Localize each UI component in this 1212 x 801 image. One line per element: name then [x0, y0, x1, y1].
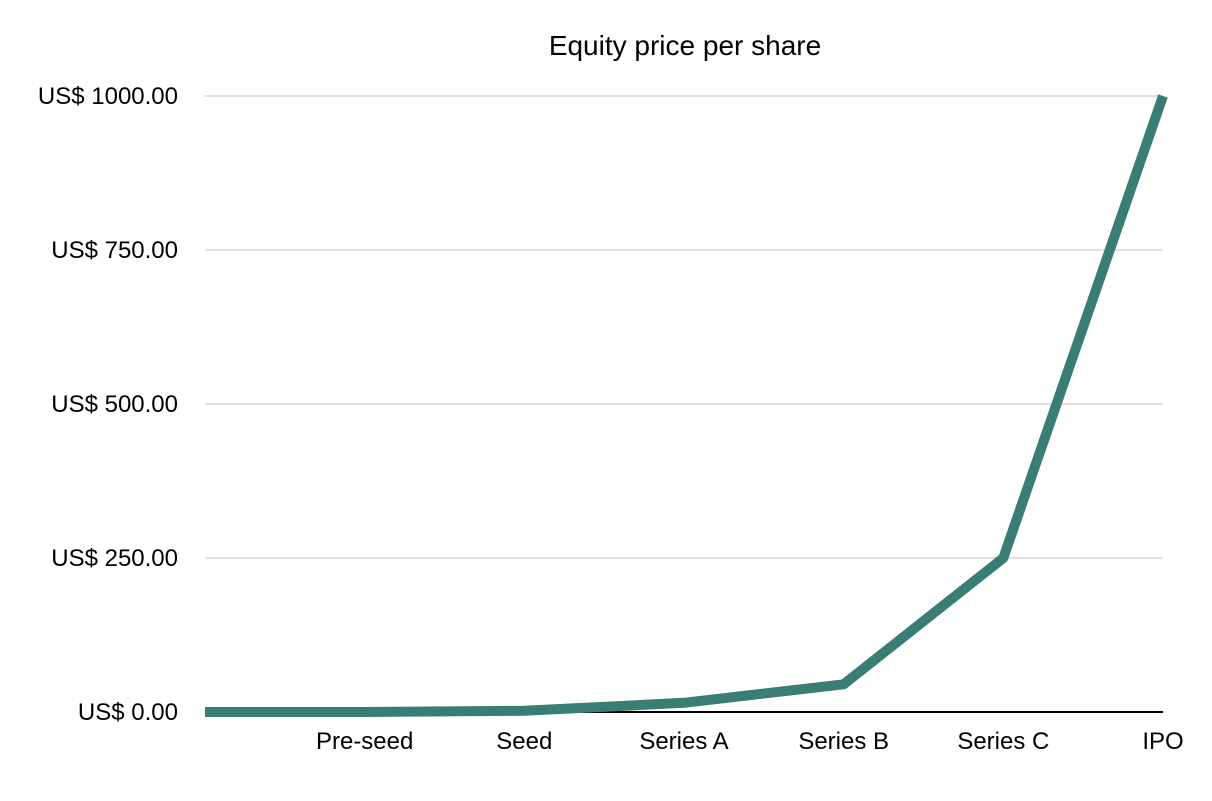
x-tick-label: Series B — [798, 728, 889, 755]
x-tick-label: Pre-seed — [316, 728, 413, 755]
y-tick-label: US$ 750.00 — [51, 237, 178, 264]
x-tick-label: IPO — [1142, 728, 1183, 755]
y-tick-label: US$ 1000.00 — [38, 83, 178, 110]
y-tick-label: US$ 500.00 — [51, 391, 178, 418]
x-tick-label: Seed — [496, 728, 552, 755]
chart-title: Equity price per share — [0, 30, 1212, 62]
y-tick-labels: US$ 0.00 US$ 250.00 US$ 500.00 US$ 750.00 US… — [38, 83, 178, 726]
gridlines — [205, 96, 1163, 558]
x-tick-labels: Pre-seed Seed Series A Series B Series C IPO — [316, 728, 1184, 755]
y-tick-label: US$ 0.00 — [78, 699, 178, 726]
x-tick-label: Series C — [957, 728, 1049, 755]
x-tick-label: Series A — [639, 728, 728, 755]
y-tick-label: US$ 250.00 — [51, 545, 178, 572]
